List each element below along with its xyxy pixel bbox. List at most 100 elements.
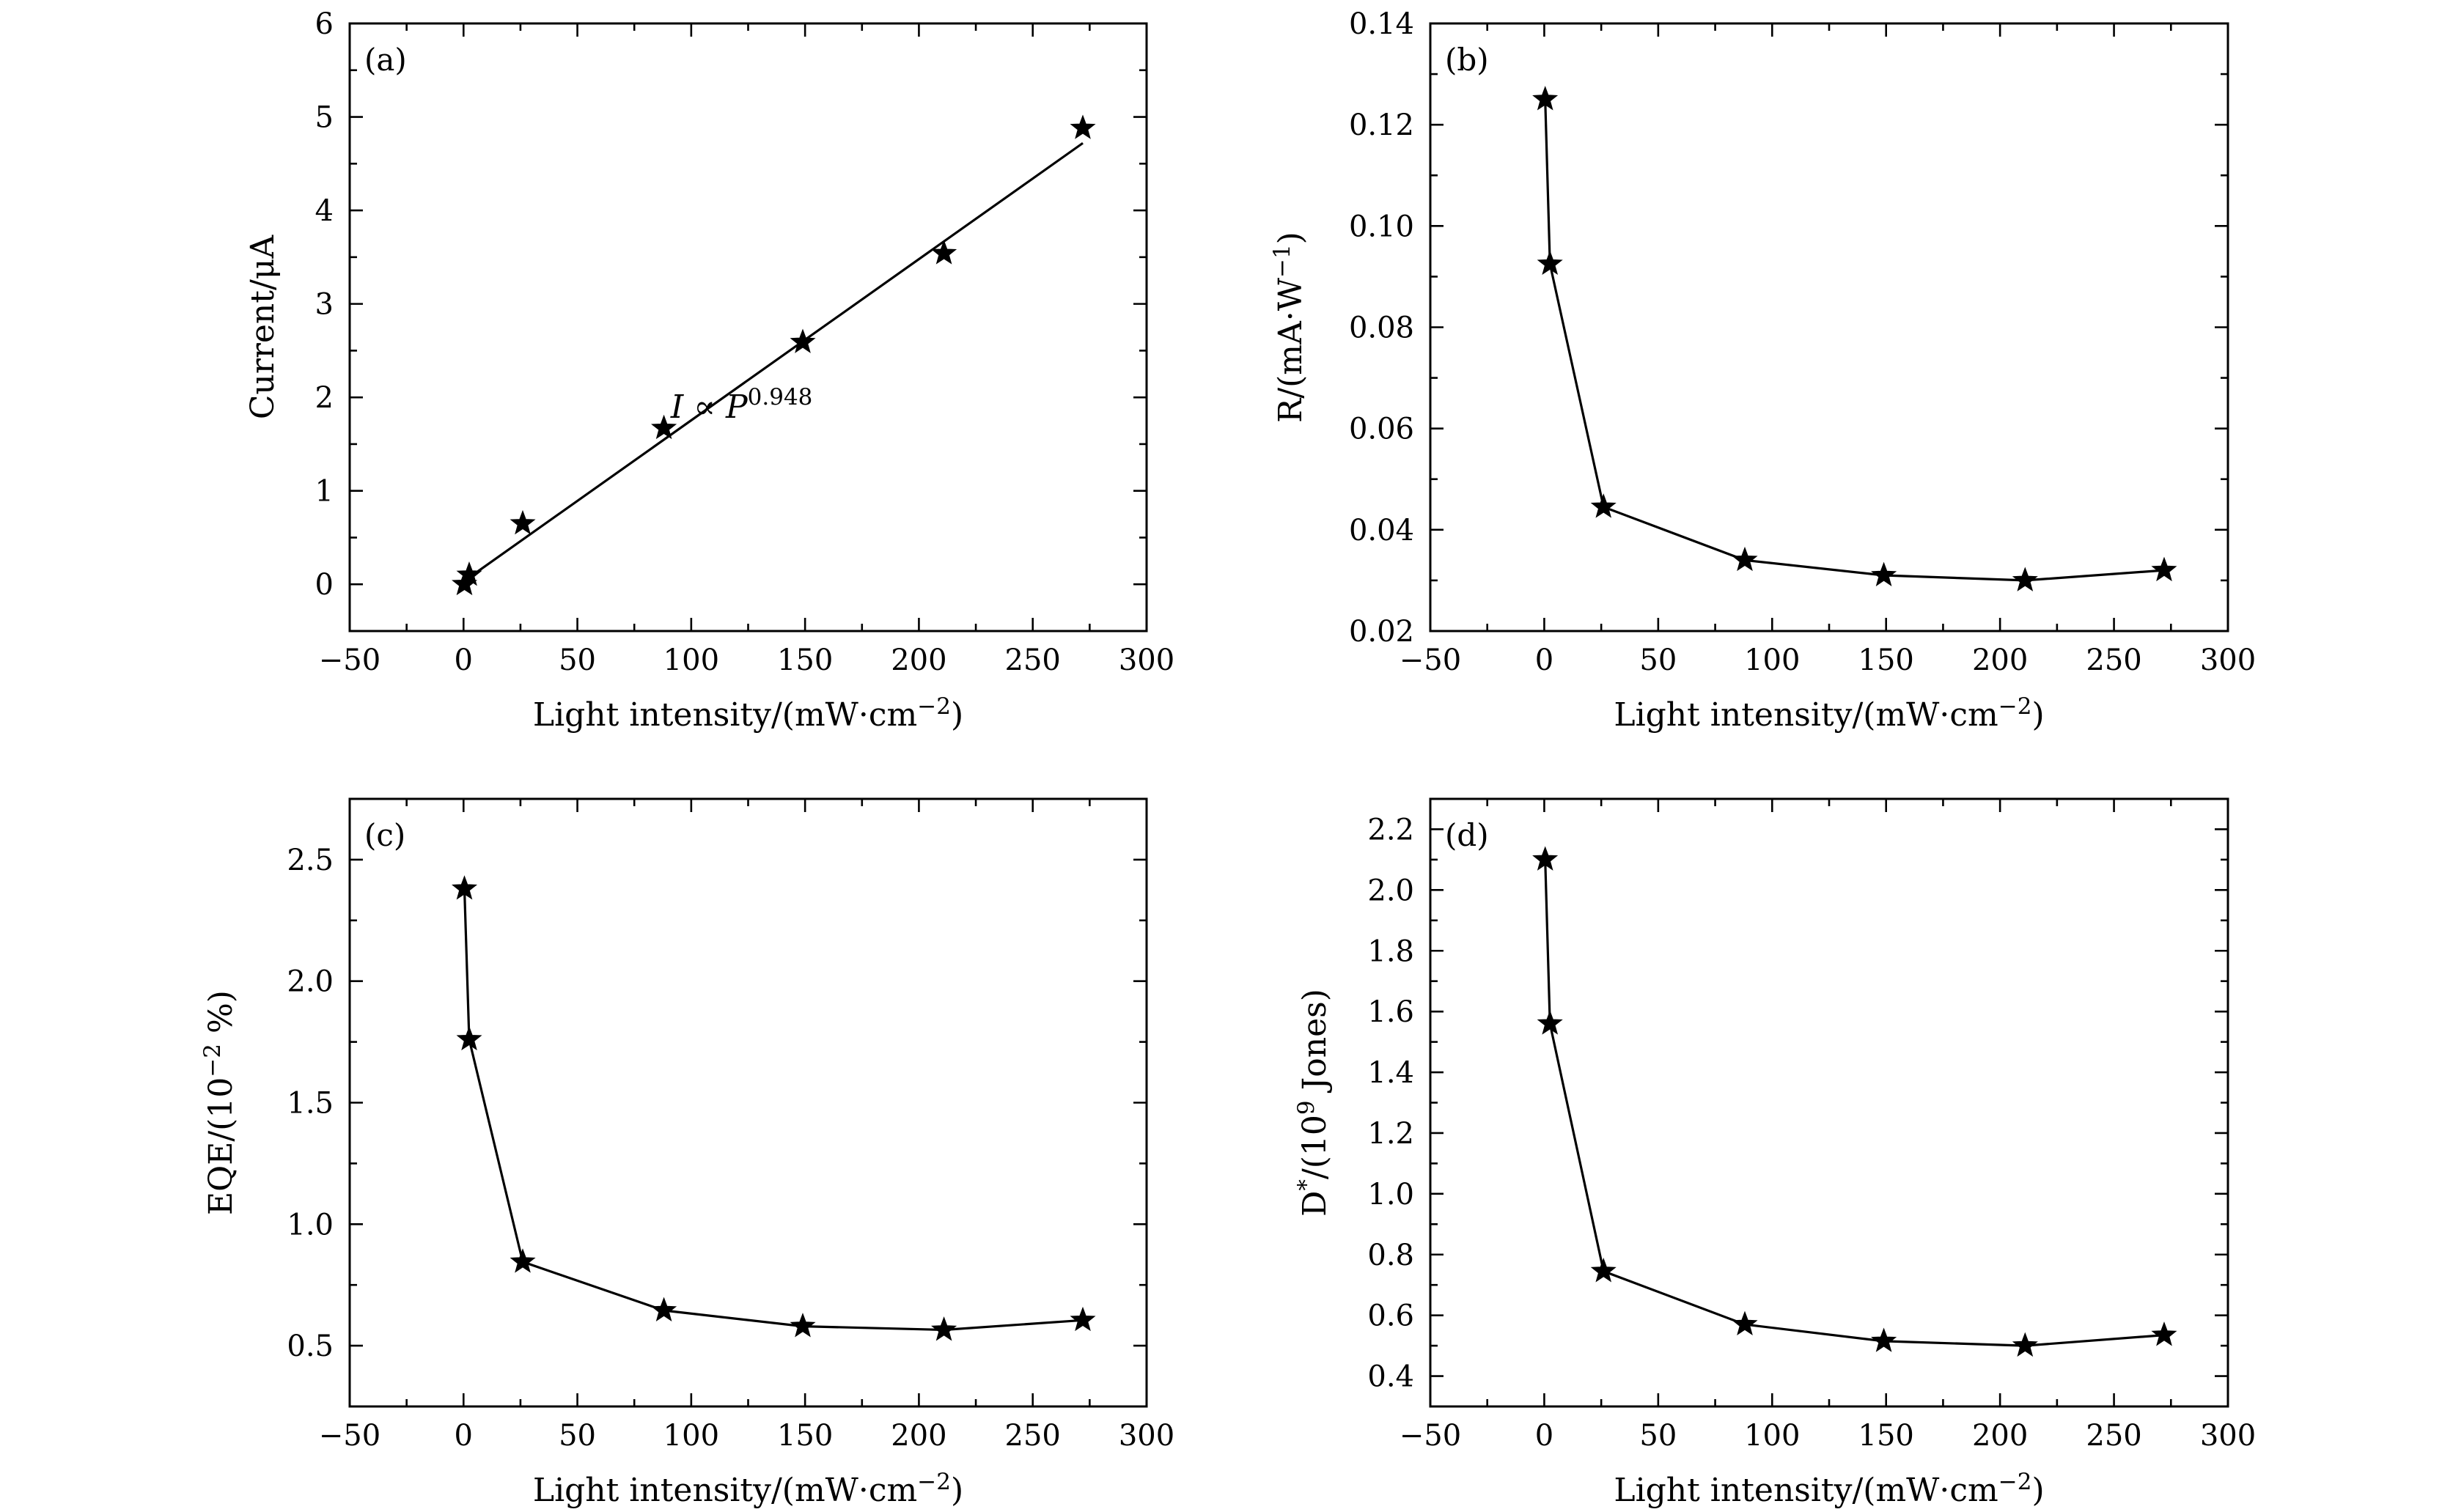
y-tick-label: 0.10: [1349, 210, 1414, 243]
data-point-star: [1070, 114, 1096, 139]
y-tick-label: 1.4: [1367, 1056, 1414, 1090]
y-tick-label: 4: [315, 194, 334, 228]
y-tick-label: 0.5: [287, 1330, 334, 1363]
data-point-star: [931, 240, 957, 265]
data-point-star: [931, 1316, 957, 1341]
x-tick-label: 250: [1005, 643, 1061, 677]
y-tick-label: 1.0: [1367, 1178, 1414, 1212]
data-point-star: [1532, 846, 1559, 871]
x-tick-label: 150: [1858, 643, 1914, 677]
plot-frame: [348, 22, 1148, 633]
x-tick-label: 150: [777, 1419, 833, 1453]
data-point-star: [1871, 1327, 1897, 1352]
data-point-star: [2151, 1321, 2177, 1346]
y-tick-label: 0.04: [1349, 514, 1414, 547]
data-point-star: [790, 1313, 816, 1338]
y-tick-label: 0.02: [1349, 615, 1414, 649]
x-tick-label: 50: [1639, 1419, 1677, 1453]
y-tick-label: 1.6: [1367, 995, 1414, 1029]
x-tick-label: 50: [559, 1419, 596, 1453]
panel-label: (c): [364, 817, 405, 853]
data-point-star: [1070, 1306, 1096, 1332]
y-tick-label: 2.2: [1367, 813, 1414, 847]
y-axis-label: R/(mA·W−1): [1269, 232, 1309, 423]
panel-d: −50 0 50 100 150 200 250 300 0.4 0.6 0.8 1.0 1.2 1.4 1…: [1293, 797, 2256, 1509]
panel-label: (a): [364, 42, 407, 78]
x-tick-label: −50: [319, 1419, 380, 1453]
panel-b: −50 0 50 100 150 200 250 300 0.02 0.04 0.06 0.08 0.1…: [1269, 7, 2256, 734]
panel-c: −50 0 50 100 150 200 250 300 0.5 1.0 1.5 2.0 2.5 Ligh…: [199, 797, 1174, 1509]
y-axis-label: D*/(109 Jones): [1293, 989, 1334, 1217]
data-point-star: [510, 509, 536, 535]
data-point-star: [452, 875, 478, 900]
data-point-star: [2012, 567, 2038, 591]
panel-a: −50 0 50 100 150 200 250 300 0 1 2 3 4 5 6 Light intens…: [244, 7, 1174, 734]
x-tick-label: 100: [663, 643, 719, 677]
x-tick-label: 200: [891, 1419, 946, 1453]
x-tick-label: 50: [559, 643, 596, 677]
x-axis-label: Light intensity/(mW·cm−2): [533, 693, 963, 734]
x-axis-label: Light intensity/(mW·cm−2): [1614, 1469, 2044, 1509]
data-point-star: [2151, 556, 2177, 582]
y-tick-label: 1.8: [1367, 934, 1414, 968]
y-axis-label: Current/μA: [244, 235, 282, 420]
y-tick-label: 2.0: [287, 965, 334, 999]
y-tick-label: 0.06: [1349, 413, 1414, 446]
x-tick-label: 50: [1639, 643, 1677, 677]
x-tick-label: 250: [1005, 1419, 1061, 1453]
y-tick-label: 1.0: [287, 1208, 334, 1242]
x-tick-label: 100: [663, 1419, 719, 1453]
x-tick-label: 200: [1972, 643, 2028, 677]
plot-frame: [1429, 797, 2229, 1408]
x-tick-label: 200: [1972, 1419, 2028, 1453]
y-axis-label: EQE/(10−2 %): [199, 990, 240, 1215]
data-point-star: [1590, 493, 1617, 518]
y-tick-label: 0.6: [1367, 1299, 1414, 1333]
data-point-star: [510, 1248, 536, 1273]
y-tick-label: 1.2: [1367, 1117, 1414, 1151]
y-tick-label: 2.5: [287, 844, 334, 877]
data-point-star: [651, 1297, 677, 1321]
data-point-star: [1732, 1310, 1758, 1335]
y-tick-label: 2.0: [1367, 874, 1414, 907]
x-tick-label: 300: [2200, 643, 2256, 677]
data-point-star: [2012, 1332, 2038, 1357]
x-axis-label: Light intensity/(mW·cm−2): [1614, 693, 2044, 734]
data-point-star: [1537, 250, 1563, 276]
x-tick-label: 150: [1858, 1419, 1914, 1453]
data-point-star: [651, 414, 677, 440]
y-tick-label: 1.5: [287, 1087, 334, 1121]
data-point-star: [1532, 86, 1559, 111]
fit-line: [463, 141, 1084, 583]
data-point-star: [456, 1025, 482, 1051]
series-line: [1544, 99, 2165, 582]
panel-label: (b): [1445, 42, 1489, 78]
data-point-star: [1537, 1010, 1563, 1035]
y-tick-label: 0: [315, 568, 334, 602]
y-tick-label: 5: [315, 101, 334, 135]
x-tick-label: 100: [1744, 1419, 1800, 1453]
y-tick-label: 0.08: [1349, 311, 1414, 345]
x-tick-label: 300: [2200, 1419, 2256, 1453]
x-tick-label: 200: [891, 643, 946, 677]
series-line: [463, 888, 1084, 1332]
y-tick-label: 0.8: [1367, 1239, 1414, 1272]
data-point-star: [1590, 1258, 1617, 1283]
y-tick-label: 0.12: [1349, 108, 1414, 142]
x-tick-label: −50: [1400, 1419, 1461, 1453]
x-tick-label: 100: [1744, 643, 1800, 677]
x-tick-label: −50: [1400, 643, 1461, 677]
x-tick-label: 300: [1119, 1419, 1174, 1453]
plot-frame: [1429, 22, 2229, 633]
data-point-star: [1732, 546, 1758, 572]
series-line: [1544, 859, 2165, 1347]
x-tick-label: 0: [455, 643, 473, 677]
data-point-star: [1871, 561, 1897, 586]
x-tick-label: 300: [1119, 643, 1174, 677]
x-tick-label: 0: [1535, 1419, 1553, 1453]
panel-label: (d): [1445, 817, 1489, 853]
y-tick-label: 0.4: [1367, 1360, 1414, 1394]
x-tick-label: 0: [455, 1419, 473, 1453]
x-axis-label: Light intensity/(mW·cm−2): [533, 1469, 963, 1509]
